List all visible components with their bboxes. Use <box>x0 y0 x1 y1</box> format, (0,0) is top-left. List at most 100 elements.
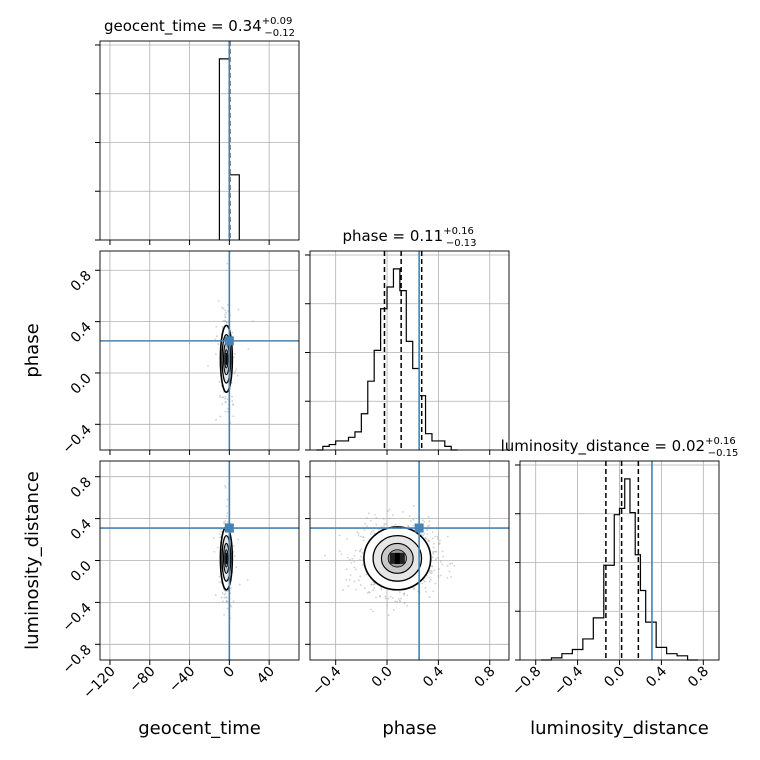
sample-point <box>227 304 229 306</box>
y-tick-label: 0.0 <box>68 558 95 585</box>
x-tick-label: 0 <box>221 664 239 682</box>
sample-point <box>219 394 221 397</box>
sample-point <box>437 574 440 577</box>
sample-point <box>424 586 427 589</box>
sample-point <box>225 515 228 518</box>
sample-point <box>407 525 410 527</box>
sample-point <box>345 568 348 571</box>
sample-point <box>400 597 402 600</box>
sample-point <box>355 568 357 571</box>
hist-panel-phase: phase = 0.11+0.16 −0.13 <box>305 226 510 455</box>
sample-point <box>233 555 236 557</box>
sample-point <box>446 576 449 579</box>
sample-point <box>412 504 415 507</box>
sample-point <box>226 410 229 413</box>
sample-point <box>226 512 229 515</box>
sample-point <box>421 582 424 585</box>
sample-point <box>221 600 224 603</box>
sample-point <box>384 523 387 525</box>
sample-point <box>223 596 226 599</box>
x-axis-label-phase: phase <box>382 718 436 739</box>
sample-point <box>385 597 387 600</box>
sample-point <box>226 601 228 603</box>
sample-point <box>224 592 227 595</box>
sample-point <box>442 555 445 558</box>
sample-point <box>367 512 370 515</box>
sample-point <box>380 587 383 589</box>
sample-point <box>361 551 364 554</box>
y-tick-label: −0.4 <box>59 422 94 457</box>
sample-point <box>436 538 439 540</box>
sample-point <box>224 397 227 400</box>
x-tick-label: 0.0 <box>601 664 628 691</box>
sample-point <box>403 602 406 604</box>
sample-point <box>431 556 434 559</box>
x-tick-label: −40 <box>166 664 198 696</box>
sample-point <box>349 574 352 576</box>
sample-point <box>434 550 437 553</box>
sample-point <box>397 597 400 600</box>
sample-point <box>213 550 216 553</box>
sample-point <box>428 540 431 542</box>
sample-point <box>406 594 409 596</box>
sample-point <box>366 591 369 594</box>
sample-point <box>365 516 368 519</box>
sample-point <box>226 520 229 523</box>
sample-point <box>359 549 361 552</box>
sample-point <box>235 368 237 371</box>
sample-point <box>222 307 225 310</box>
x-axis-label-geocent-time: geocent_time <box>138 718 261 739</box>
joint-panel-phase-luminosity-distance: −0.4 0.0 0.4 0.8 <box>305 460 510 699</box>
sample-point <box>402 510 404 513</box>
axes-frame <box>309 250 510 451</box>
y-axis-label-luminosity-distance: luminosity_distance <box>22 471 43 650</box>
sample-point <box>216 546 219 549</box>
sample-point <box>434 582 437 585</box>
sample-point <box>230 605 233 608</box>
sample-point <box>435 556 438 559</box>
sample-point <box>221 306 224 309</box>
sample-point <box>432 590 435 593</box>
sample-point <box>354 549 357 552</box>
sample-point <box>365 525 368 528</box>
sample-point <box>218 575 221 578</box>
sample-point <box>235 566 238 569</box>
sample-point <box>233 372 236 375</box>
sample-point <box>422 534 425 537</box>
sample-point <box>432 546 435 549</box>
sample-point <box>232 356 235 359</box>
sample-point <box>429 569 432 572</box>
sample-point <box>219 581 221 583</box>
sample-point <box>425 537 428 540</box>
sample-point <box>221 325 224 328</box>
sample-point <box>223 593 226 596</box>
sample-point <box>432 551 434 554</box>
sample-point <box>324 554 327 557</box>
sample-point <box>233 545 235 547</box>
sample-point <box>360 555 363 558</box>
sample-point <box>359 558 361 561</box>
sample-point <box>406 604 408 607</box>
sample-point <box>388 508 391 511</box>
sample-point <box>450 576 452 579</box>
sample-point <box>441 550 444 553</box>
sample-point <box>372 530 375 532</box>
y-tick-label: 0.8 <box>68 268 95 295</box>
sample-point <box>436 535 439 538</box>
y-tick-label: 0.4 <box>68 319 95 346</box>
sample-point <box>207 365 209 367</box>
sample-point <box>370 583 373 586</box>
sample-point <box>357 534 360 537</box>
sample-point <box>226 590 228 593</box>
sample-point <box>223 320 226 322</box>
sample-point <box>383 523 386 525</box>
sample-point <box>348 578 351 581</box>
sample-point <box>219 396 222 398</box>
sample-point <box>224 313 226 316</box>
sample-point <box>383 525 386 527</box>
sample-point <box>423 580 426 583</box>
sample-point <box>231 331 234 334</box>
sample-point <box>232 415 235 418</box>
sample-point <box>434 558 437 561</box>
sample-point <box>351 557 354 560</box>
